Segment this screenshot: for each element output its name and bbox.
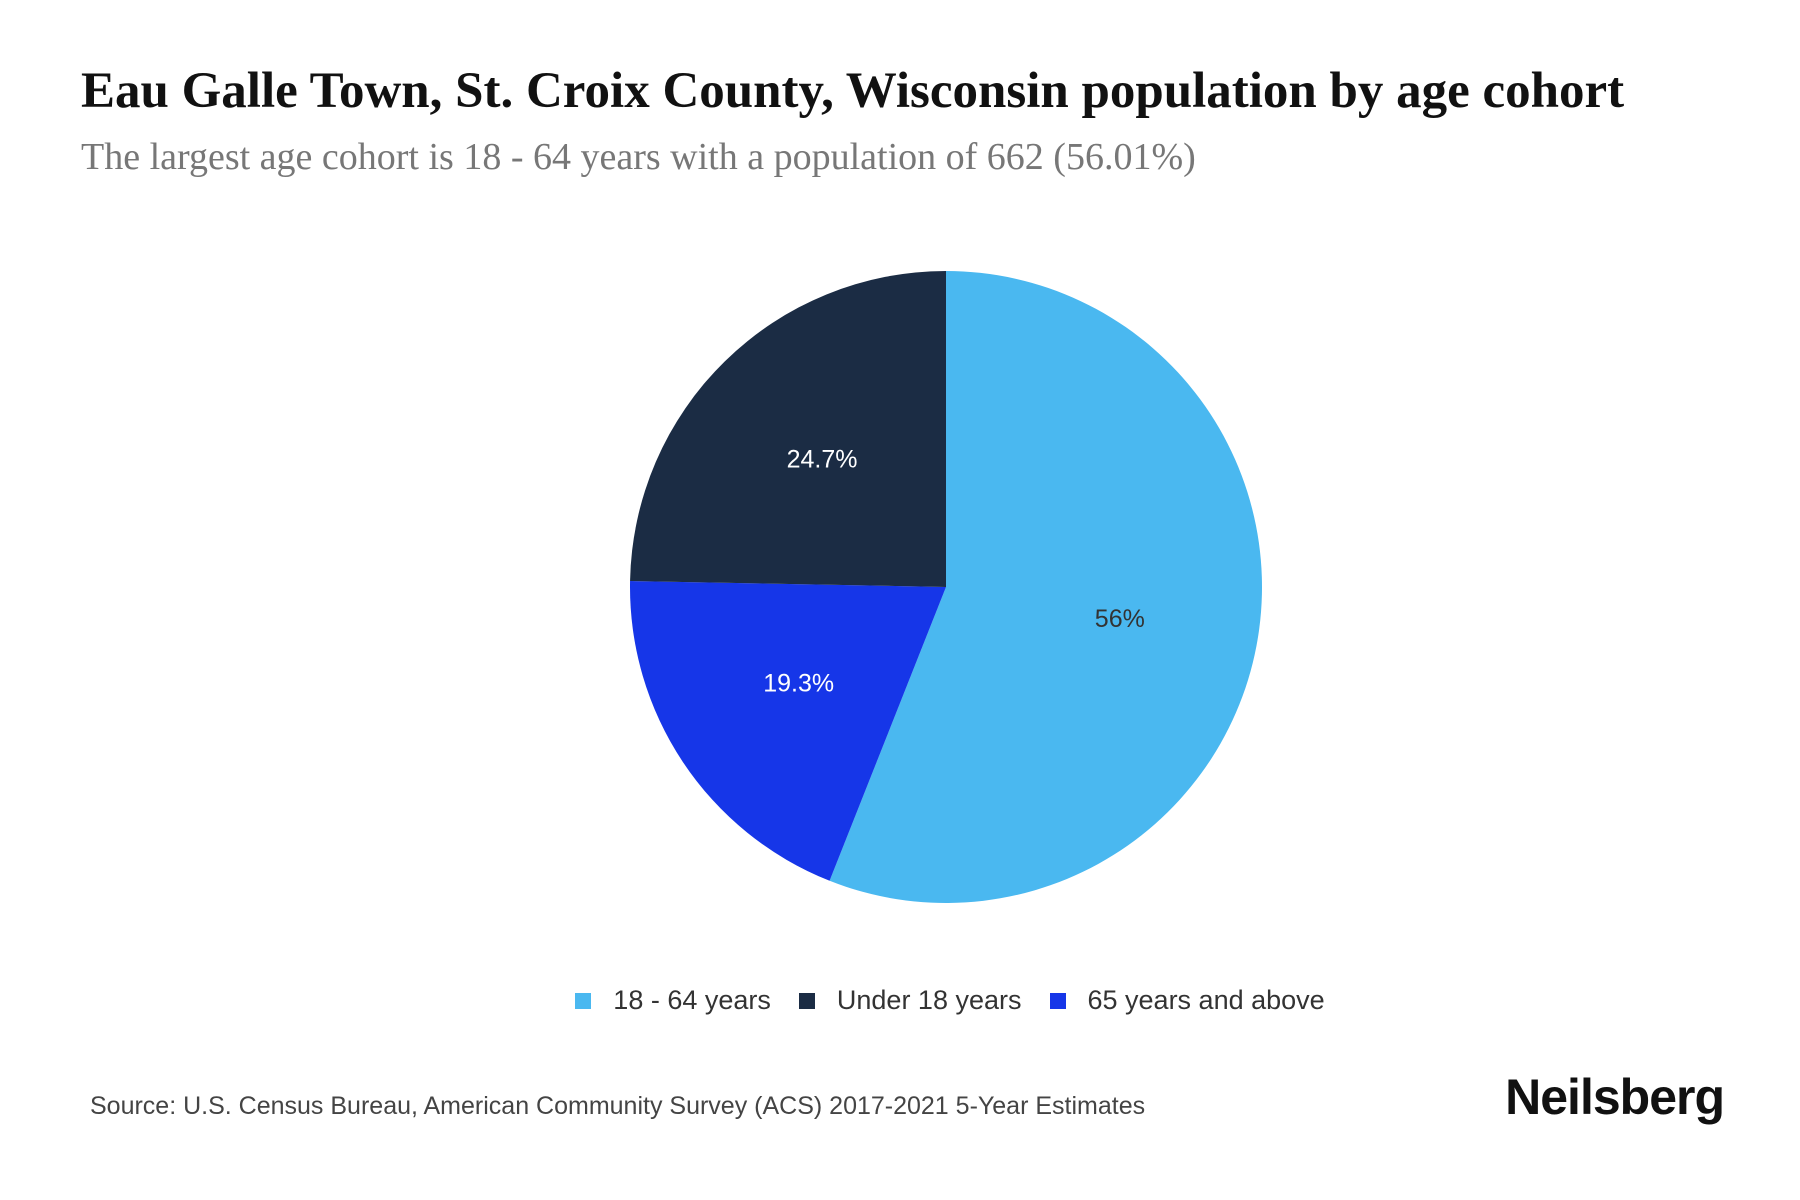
legend-item: Under 18 years	[798, 985, 1022, 1016]
legend-swatch	[1049, 992, 1066, 1009]
slice-data-label: 19.3%	[763, 670, 834, 698]
legend-label: 65 years and above	[1087, 985, 1325, 1015]
chart-subtitle: The largest age cohort is 18 - 64 years …	[81, 136, 1196, 178]
pie-slice-18-64-years	[829, 271, 1262, 903]
legend-swatch	[575, 992, 592, 1009]
neilsberg-logo: Neilsberg	[1505, 1069, 1725, 1125]
chart-title: Eau Galle Town, St. Croix County, Wiscon…	[81, 63, 1625, 119]
legend-item: 18 - 64 years	[575, 985, 771, 1016]
legend-item: 65 years and above	[1049, 985, 1325, 1016]
slice-data-label: 24.7%	[787, 445, 858, 473]
legend-label: 18 - 64 years	[613, 985, 771, 1015]
slice-data-label: 56%	[1095, 605, 1145, 633]
legend-label: Under 18 years	[836, 985, 1022, 1015]
legend-swatch	[798, 992, 815, 1009]
pie-slice-65-years-and-above	[630, 580, 946, 881]
legend: 18 - 64 years Under 18 years 65 years and …	[0, 985, 1800, 1016]
source-note: Source: U.S. Census Bureau, American Com…	[90, 1092, 1146, 1120]
pie-slice-under-18-years	[630, 271, 946, 587]
